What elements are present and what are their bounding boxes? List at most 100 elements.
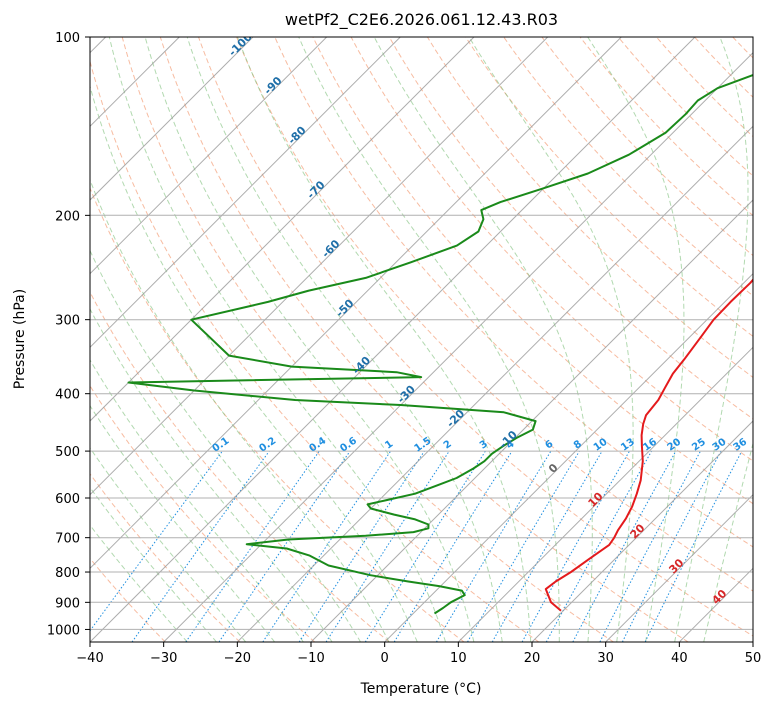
y-tick-label: 900 [55,596,80,611]
mixing-ratio-line [393,450,513,642]
mixing-ratio-line [435,450,552,642]
mixing-ratio-line [572,450,677,642]
moist-adiabat [90,358,304,642]
mixing-ratio-line [545,450,653,642]
dry-adiabat [426,37,753,379]
moist-adiabat-label: 30 [666,556,686,576]
x-tick-label: −20 [224,651,251,666]
moist-adiabat [108,37,447,642]
dry-adiabat [90,384,316,642]
mixing-ratio-label: 8 [572,439,584,452]
mixing-ratio-line [298,450,425,642]
x-tick-label: −10 [297,651,324,666]
isotherm-label: -40 [350,354,373,377]
x-tick-label: 0 [381,651,389,666]
moist-adiabat [90,308,333,642]
moist-adiabat [674,37,749,642]
moist-adiabat [90,404,275,642]
background-lines [90,37,753,642]
dry-adiabat [90,59,540,642]
mixing-ratio-label: 6 [543,439,555,452]
mixing-ratio-line [364,450,486,642]
y-tick-label: 300 [55,314,80,329]
moist-adiabat-label: 40 [709,587,729,607]
mixing-ratio-label: 0.2 [257,435,278,454]
moist-adiabat [373,37,593,642]
dry-adiabat [656,37,753,138]
isotherm-line [384,272,753,642]
isotherm-line [90,37,328,275]
dry-adiabat [236,37,753,592]
dry-adiabat [121,37,614,642]
axes: −40 −30 −20 −10 0 10 20 30 40 5010020030040050060… [47,31,761,666]
dry-adiabat [90,472,241,642]
dry-adiabat [541,37,753,257]
dry-adiabat [388,37,753,420]
isotherm-label: -60 [319,237,342,260]
moist-adiabat [90,447,247,642]
temperature-line [544,278,753,612]
mixing-ratio-label: 1.5 [413,435,434,454]
isotherm-label: -30 [395,383,418,406]
isotherm-line [457,346,753,642]
dewpoint-line [127,74,753,615]
dry-adiabat [350,37,753,462]
mixing-ratio-label: 0.6 [338,435,359,454]
isotherm-label: -70 [304,178,327,201]
dry-adiabat [732,37,753,59]
isotherm-label: -100 [226,30,255,59]
dry-adiabat [159,37,689,642]
dry-adiabat [90,557,166,642]
y-tick-label: 500 [55,445,80,460]
moist-adiabat-label: 20 [628,521,648,541]
mixing-ratio-label: 0.1 [211,435,232,454]
isotherm-line [90,37,696,642]
moist-adiabat [186,37,503,642]
moist-adiabat [587,37,685,642]
x-tick-label: 40 [671,651,688,666]
x-axis-label: Temperature (°C) [360,681,482,697]
mixing-ratio-label: 2 [442,439,454,452]
sounding-profiles [127,74,753,615]
mixing-ratio-line [325,450,450,642]
mixing-ratio-line [521,450,630,642]
isotherm-line [605,493,753,642]
isotherm-line [163,51,753,642]
moist-adiabat [90,178,390,642]
dry-adiabat [90,186,465,642]
isotherm-line [310,199,753,642]
mixing-ratio-line [599,450,701,642]
moist-adiabat [468,37,634,642]
moist-adiabat [90,524,188,642]
dry-adiabat [198,37,753,637]
dry-adiabat [312,37,753,505]
y-tick-label: 200 [55,209,80,224]
isotherm-line [90,37,254,201]
mixing-ratio-line [262,450,392,642]
moist-adiabat [703,441,753,642]
moist-adiabat-label: 10 [586,490,606,510]
mixing-ratio-label: 0.4 [307,435,328,454]
isotherm-label: -50 [333,297,356,320]
x-tick-label: −40 [76,651,103,666]
mixing-ratio-line [644,450,743,642]
moist-adiabat [90,486,217,642]
chart-title: wetPf2_C2E6.2026.061.12.43.R03 [284,10,559,29]
mixing-ratio-line [185,450,320,642]
isotherm-line [531,420,753,642]
isotherm-line [90,37,401,349]
mixing-ratio-line [90,450,223,632]
plot-frame [89,36,754,643]
dry-adiabat [90,291,390,642]
isotherm-label: -80 [285,124,308,147]
y-axis-label: Pressure (hPa) [12,289,28,389]
mixing-ratio-label: 3 [478,439,490,452]
moist-adiabat [90,84,418,642]
moist-adiabat [144,37,475,642]
isotherm-line [90,37,549,496]
mixing-ratio-line [218,450,351,642]
x-tick-label: 10 [450,651,467,666]
y-tick-label: 700 [55,532,80,547]
y-tick-label: 600 [55,492,80,507]
